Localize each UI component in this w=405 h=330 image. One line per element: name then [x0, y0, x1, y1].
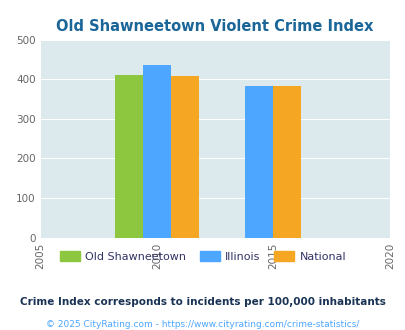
Bar [143, 65, 171, 238]
Legend: Old Shawneetown, Illinois, National: Old Shawneetown, Illinois, National [55, 247, 350, 267]
Text: Crime Index corresponds to incidents per 100,000 inhabitants: Crime Index corresponds to incidents per… [20, 297, 385, 307]
Bar [245, 86, 273, 238]
Text: © 2025 CityRating.com - https://www.cityrating.com/crime-statistics/: © 2025 CityRating.com - https://www.city… [46, 319, 359, 329]
Bar [171, 77, 198, 238]
Bar [273, 86, 301, 238]
Bar [115, 75, 143, 238]
Title: Old Shawneetown Violent Crime Index: Old Shawneetown Violent Crime Index [56, 19, 373, 34]
